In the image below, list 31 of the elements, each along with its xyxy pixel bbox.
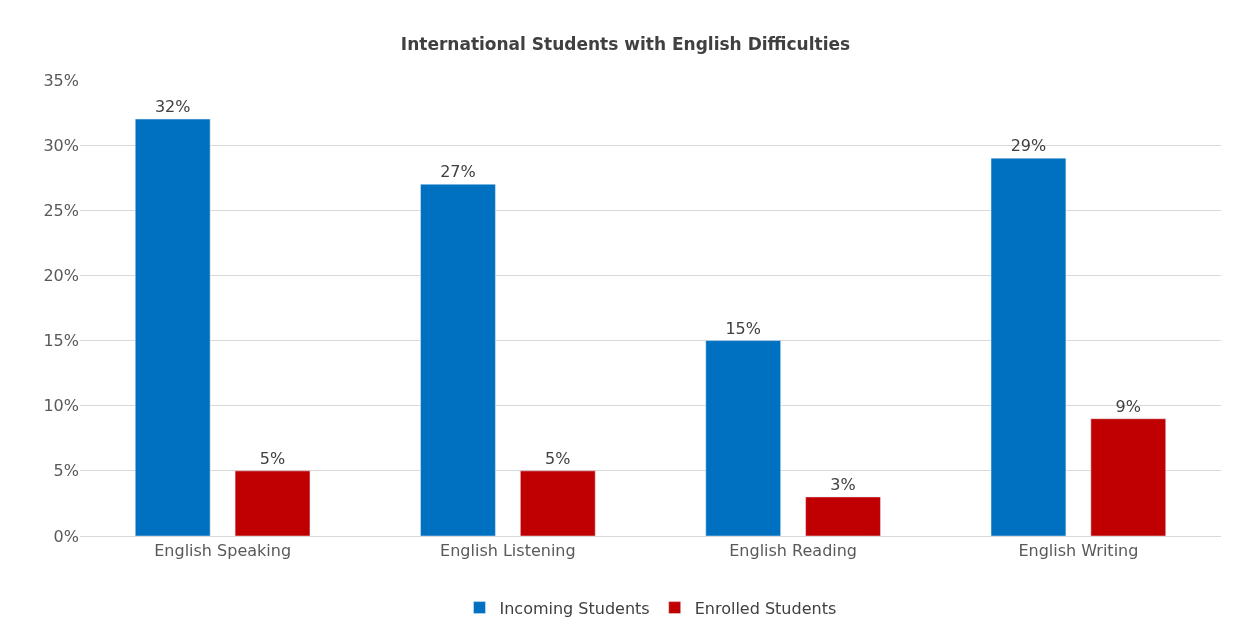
bar: [705, 340, 781, 536]
y-tick-label: 15%: [43, 331, 79, 351]
y-tick-label: 10%: [43, 396, 79, 416]
bar: [1090, 418, 1166, 536]
x-tick-label: English Speaking: [154, 541, 292, 561]
y-tick-label: 20%: [43, 266, 79, 286]
data-label: 15%: [725, 318, 761, 338]
data-label: 3%: [830, 474, 856, 494]
data-label: 5%: [545, 448, 571, 468]
x-tick-label: English Reading: [729, 541, 858, 561]
data-label: 27%: [440, 162, 476, 182]
data-label: 5%: [259, 448, 286, 468]
y-tick-label: 25%: [43, 200, 79, 220]
bar: [135, 118, 211, 536]
y-tick-label: 30%: [43, 135, 79, 155]
bar: [990, 157, 1067, 536]
bar: [420, 183, 496, 536]
y-tick-label: 5%: [53, 461, 79, 481]
legend-label: Enrolled Students: [694, 598, 837, 618]
x-tick-label: English Listening: [440, 541, 576, 561]
y-tick-label: 35%: [43, 70, 79, 90]
data-label: 29%: [1010, 136, 1047, 156]
data-label: 32%: [154, 97, 191, 117]
legend-label: Incoming Students: [499, 598, 650, 618]
y-tick-label: 0%: [53, 526, 79, 546]
data-label: 9%: [1115, 396, 1141, 416]
chart-title: International Students with English Difficulties: [400, 34, 851, 55]
bar: [520, 470, 596, 536]
bar: [234, 470, 311, 536]
bar: [805, 496, 881, 536]
x-tick-label: English Writing: [1018, 541, 1139, 561]
